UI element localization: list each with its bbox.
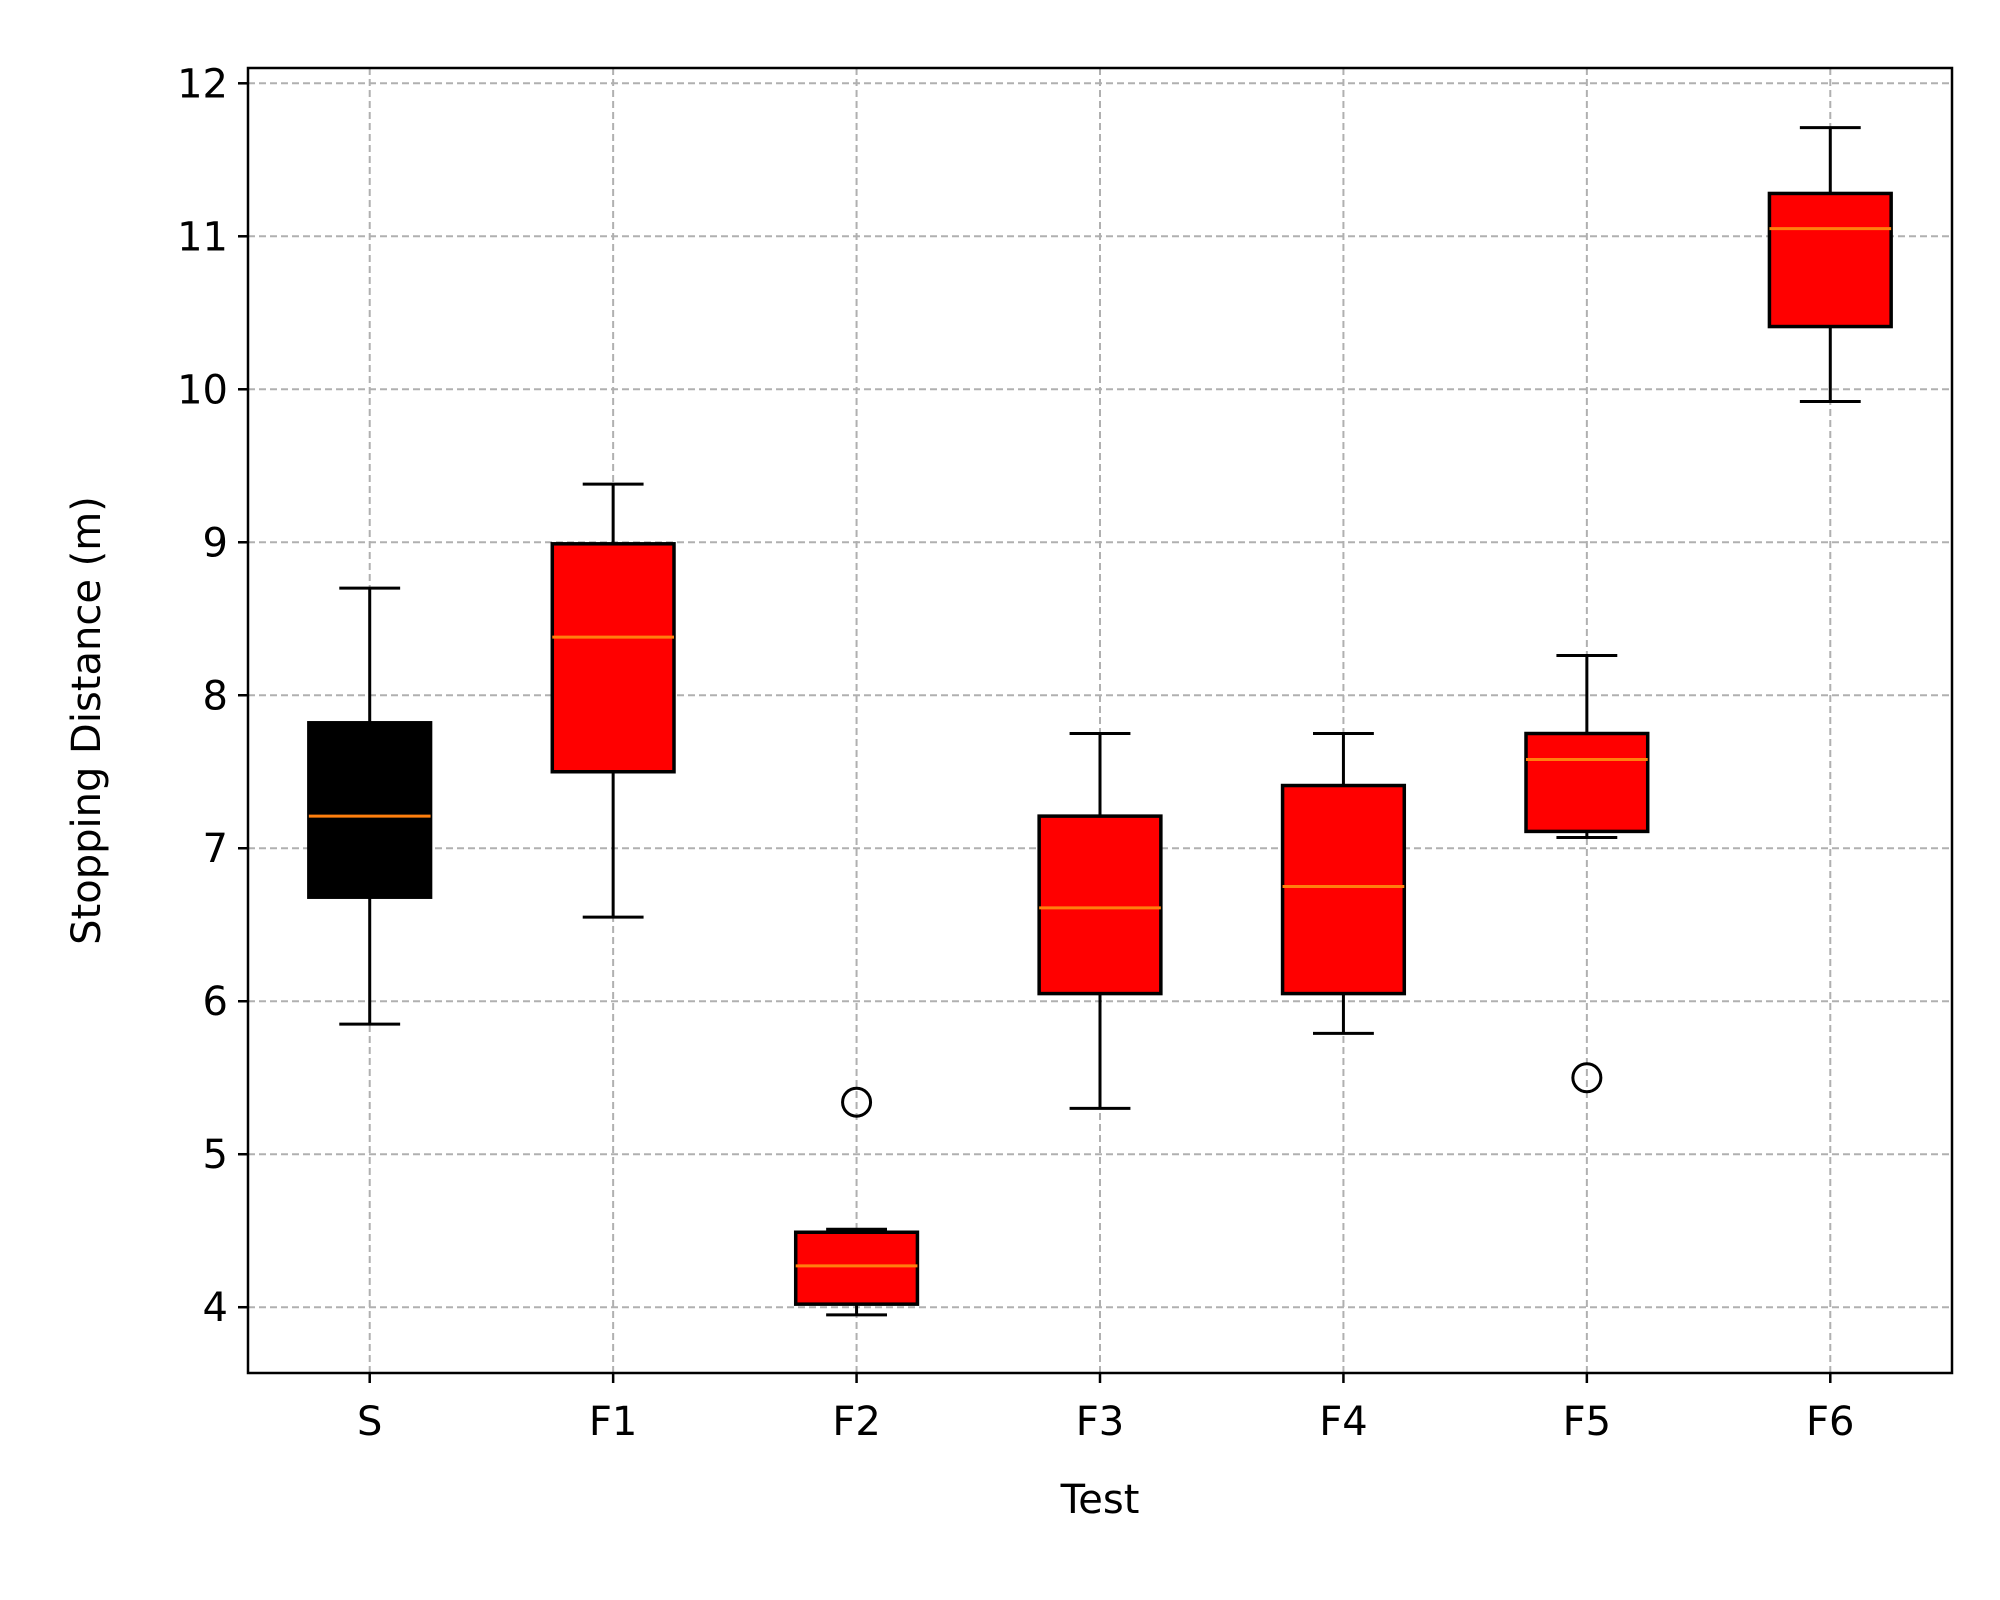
y-tick-label: 4 (203, 1285, 228, 1331)
box-F5 (1524, 653, 1650, 1094)
y-tick-label: 9 (203, 520, 228, 566)
outlier-point (841, 1086, 873, 1118)
boxes (307, 126, 1893, 1317)
ticks: 4 5 6 7 8 9 10 11 12 S F1 F2 F3 F4 F5 F6 (177, 61, 1854, 1445)
y-axis-label: Stopping Distance (m) (64, 496, 110, 945)
y-tick-label: 12 (177, 61, 228, 107)
y-tick-label: 6 (203, 979, 228, 1025)
box-body (1524, 731, 1650, 834)
x-tick-label: F6 (1806, 1399, 1854, 1445)
y-tick-label: 8 (203, 673, 228, 719)
y-tick-label: 11 (177, 214, 228, 260)
box-body (307, 721, 433, 899)
outlier-point (1571, 1062, 1603, 1094)
box-F6 (1767, 126, 1893, 404)
box-body (793, 1230, 920, 1306)
x-tick-label: F4 (1319, 1399, 1367, 1445)
box-body (1767, 191, 1893, 329)
y-tick-label: 7 (203, 826, 228, 872)
x-tick-label: S (357, 1399, 382, 1445)
box-body (1280, 783, 1407, 996)
box-body (1037, 814, 1163, 996)
box-S (307, 586, 433, 1026)
box-body (550, 542, 676, 774)
y-tick-label: 10 (177, 367, 228, 413)
y-tick-label: 5 (203, 1132, 228, 1178)
box-F4 (1280, 732, 1407, 1035)
x-tick-label: F1 (589, 1399, 637, 1445)
x-tick-label: F2 (832, 1399, 880, 1445)
box-F2 (793, 1086, 920, 1317)
box-F1 (550, 482, 676, 919)
x-axis-label: Test (1060, 1477, 1140, 1523)
x-tick-label: F3 (1076, 1399, 1124, 1445)
x-tick-label: F5 (1563, 1399, 1611, 1445)
box-F3 (1037, 732, 1163, 1110)
